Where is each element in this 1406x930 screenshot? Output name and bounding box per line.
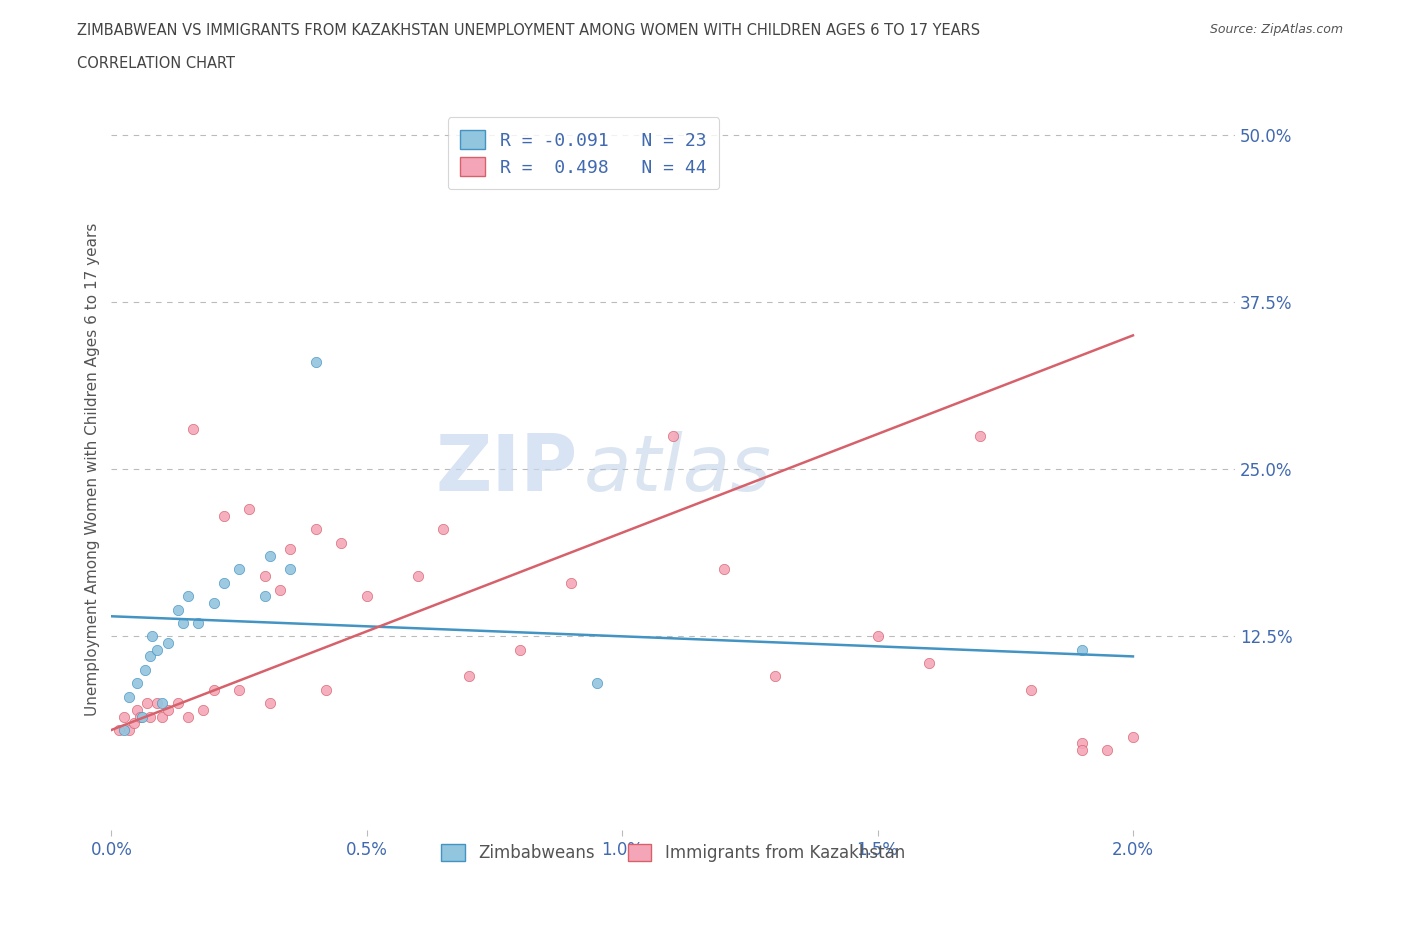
Legend: Zimbabweans, Immigrants from Kazakhstan: Zimbabweans, Immigrants from Kazakhstan [434,837,911,869]
Point [118,723,141,737]
Point [177,710,200,724]
Point [1070,742,1092,757]
Point [134,662,156,677]
Point [152,696,174,711]
Point [156,635,179,650]
Point [509,643,531,658]
Point [152,710,174,724]
Point [1097,742,1119,757]
Point [1122,729,1144,744]
Point [432,522,454,537]
Point [228,683,250,698]
Point [112,723,135,737]
Point [108,723,131,737]
Point [136,696,159,711]
Point [118,689,141,704]
Point [156,702,179,717]
Point [146,643,169,658]
Point [202,595,225,610]
Point [315,683,337,698]
Point [259,696,281,711]
Point [330,536,353,551]
Point [125,676,148,691]
Point [212,509,235,524]
Point [166,602,188,617]
Point [917,656,939,671]
Point [713,562,735,577]
Point [138,710,160,724]
Point [193,702,215,717]
Point [131,710,153,724]
Point [763,669,786,684]
Point [146,696,169,711]
Point [1070,736,1092,751]
Point [259,549,281,564]
Point [1070,643,1092,658]
Point [172,616,194,631]
Point [181,421,204,436]
Point [138,649,160,664]
Text: ZIP: ZIP [436,432,578,507]
Point [406,569,429,584]
Text: ZIMBABWEAN VS IMMIGRANTS FROM KAZAKHSTAN UNEMPLOYMENT AMONG WOMEN WITH CHILDREN : ZIMBABWEAN VS IMMIGRANTS FROM KAZAKHSTAN… [77,23,980,38]
Point [278,562,301,577]
Point [305,522,328,537]
Point [253,589,276,604]
Point [112,710,135,724]
Point [969,428,991,443]
Point [278,542,301,557]
Point [238,502,260,517]
Point [356,589,378,604]
Point [202,683,225,698]
Point [212,576,235,591]
Point [128,710,150,724]
Text: atlas: atlas [583,432,772,507]
Point [585,676,607,691]
Point [177,589,200,604]
Point [166,696,188,711]
Point [560,576,582,591]
Point [228,562,250,577]
Point [187,616,209,631]
Point [458,669,481,684]
Point [141,629,163,644]
Text: Source: ZipAtlas.com: Source: ZipAtlas.com [1209,23,1343,36]
Point [253,569,276,584]
Point [866,629,889,644]
Point [125,702,148,717]
Point [124,716,146,731]
Point [305,354,328,369]
Y-axis label: Unemployment Among Women with Children Ages 6 to 17 years: Unemployment Among Women with Children A… [86,222,100,716]
Point [269,582,291,597]
Text: CORRELATION CHART: CORRELATION CHART [77,56,235,71]
Point [1019,683,1042,698]
Point [662,428,685,443]
